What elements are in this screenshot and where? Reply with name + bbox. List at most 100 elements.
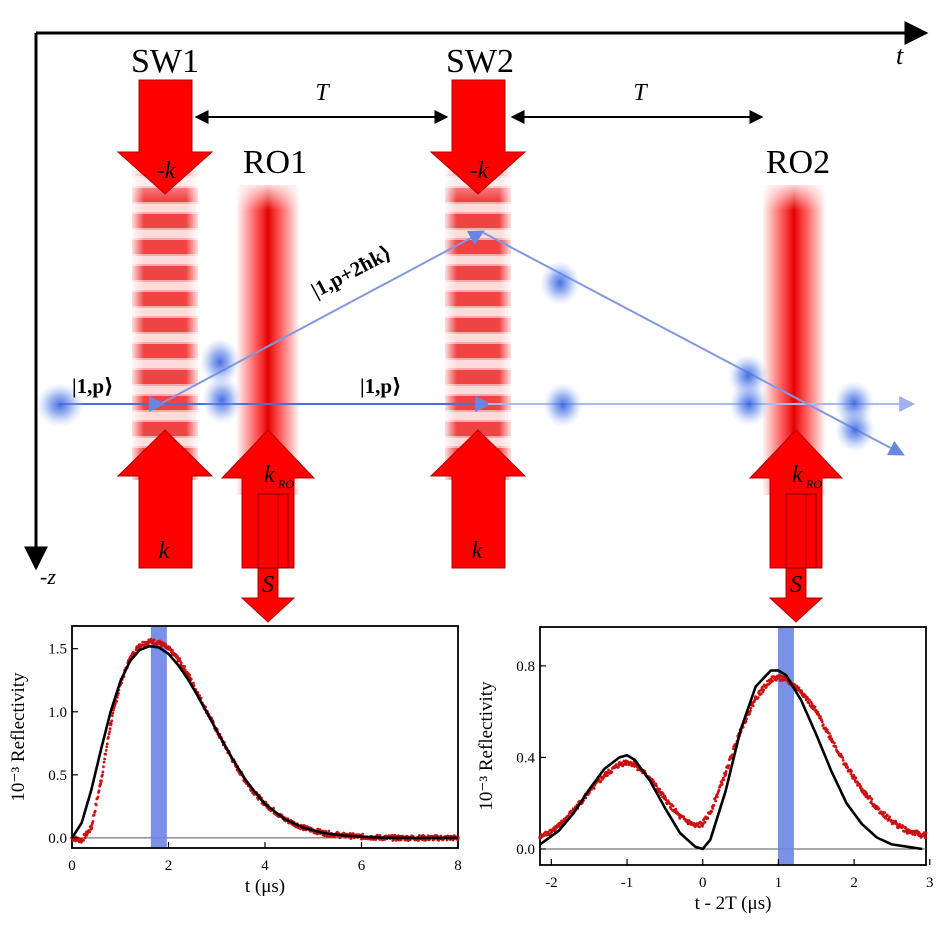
data-point: [554, 828, 557, 831]
data-point: [841, 759, 845, 762]
state-label-excited: |1,p+2ħk⟩: [307, 240, 396, 302]
data-point: [829, 737, 834, 741]
data-point: [807, 701, 811, 705]
data-point: [883, 811, 886, 815]
x-tick-label: 1: [775, 875, 783, 891]
data-point: [164, 643, 168, 647]
data-point: [538, 835, 542, 840]
data-point: [865, 793, 869, 796]
data-point: [760, 692, 763, 696]
x-tick-label: 8: [454, 858, 462, 874]
interval-T-1: T: [194, 80, 449, 124]
atom-cloud-mid-upper: [540, 261, 580, 305]
sw2-bottom-arrow-label: k: [472, 538, 483, 564]
data-point: [652, 780, 656, 784]
atom-cloud-ro2-lower: [729, 382, 769, 426]
data-point: [761, 685, 764, 689]
data-point: [671, 804, 675, 808]
data-point: [115, 699, 119, 703]
data-point: [426, 834, 430, 838]
data-point: [731, 747, 735, 751]
ro1-k-sub: RO: [277, 477, 294, 491]
chart-2-frame: [539, 626, 927, 866]
data-point: [137, 643, 142, 647]
data-point: [179, 661, 183, 665]
ro2-probe-arrow: k RO S: [748, 429, 844, 623]
data-point: [839, 752, 843, 756]
data-point: [89, 826, 94, 830]
data-point: [111, 711, 115, 715]
data-point: [841, 756, 844, 759]
data-point: [885, 813, 889, 817]
data-point: [834, 746, 838, 749]
data-point: [825, 728, 829, 731]
data-point: [79, 838, 84, 843]
data-point: [92, 813, 96, 817]
data-point: [592, 787, 596, 790]
data-point: [832, 741, 836, 745]
data-point: [93, 809, 97, 813]
data-point: [820, 720, 824, 724]
data-point: [104, 752, 108, 756]
data-point: [669, 807, 673, 810]
time-axis-label: t: [896, 41, 904, 70]
data-point: [157, 640, 161, 645]
data-point: [844, 764, 849, 769]
svg-text:T: T: [315, 80, 330, 106]
data-point: [829, 734, 832, 738]
ro2-signal-label: S: [790, 572, 802, 598]
data-point: [327, 829, 331, 833]
data-point: [753, 696, 758, 700]
data-point: [808, 698, 811, 702]
data-point: [599, 780, 603, 783]
data-point: [101, 773, 104, 777]
data-point: [749, 706, 753, 710]
ro2-signal-arrow: [768, 493, 824, 623]
data-point: [663, 796, 667, 801]
ro1-k-label: k: [264, 462, 275, 488]
data-point: [850, 769, 853, 773]
x-tick-label: -2: [545, 875, 558, 891]
data-point: [546, 830, 550, 834]
data-point: [819, 715, 822, 719]
data-point: [107, 735, 110, 739]
sw2-up-arrow: k: [429, 429, 527, 569]
sw1-bottom-arrow-label: k: [159, 538, 170, 564]
data-point: [94, 803, 98, 807]
data-point: [708, 810, 713, 815]
data-point: [617, 762, 622, 767]
data-point: [607, 768, 610, 772]
x-tick-label: 2: [850, 875, 858, 891]
data-point: [810, 702, 814, 706]
data-point: [192, 681, 195, 685]
chart-1-ylabel: 10⁻³ Reflectivity: [8, 672, 29, 802]
data-point: [869, 800, 873, 803]
time-marker-band: [777, 628, 794, 864]
data-point: [888, 815, 891, 819]
data-point: [793, 683, 796, 686]
diagram-axes: t -z: [23, 21, 929, 589]
data-point: [108, 727, 112, 731]
data-point: [674, 807, 678, 811]
ro1-probe-arrow: k RO S: [220, 429, 316, 623]
data-point: [88, 830, 92, 834]
data-point: [715, 795, 719, 799]
data-point: [920, 833, 925, 838]
data-point: [655, 784, 658, 788]
data-point: [376, 833, 379, 837]
data-point: [712, 804, 716, 807]
data-point: [378, 834, 382, 837]
data-point: [348, 832, 352, 835]
data-point: [924, 836, 927, 840]
data-point: [859, 787, 864, 792]
data-point: [854, 776, 858, 780]
data-point: [723, 771, 728, 776]
data-point: [720, 782, 724, 786]
data-point: [102, 765, 105, 769]
interval-T-2: T: [510, 80, 764, 124]
data-point: [759, 688, 763, 692]
data-point: [632, 762, 637, 767]
data-point: [749, 709, 752, 713]
data-point: [392, 838, 395, 842]
